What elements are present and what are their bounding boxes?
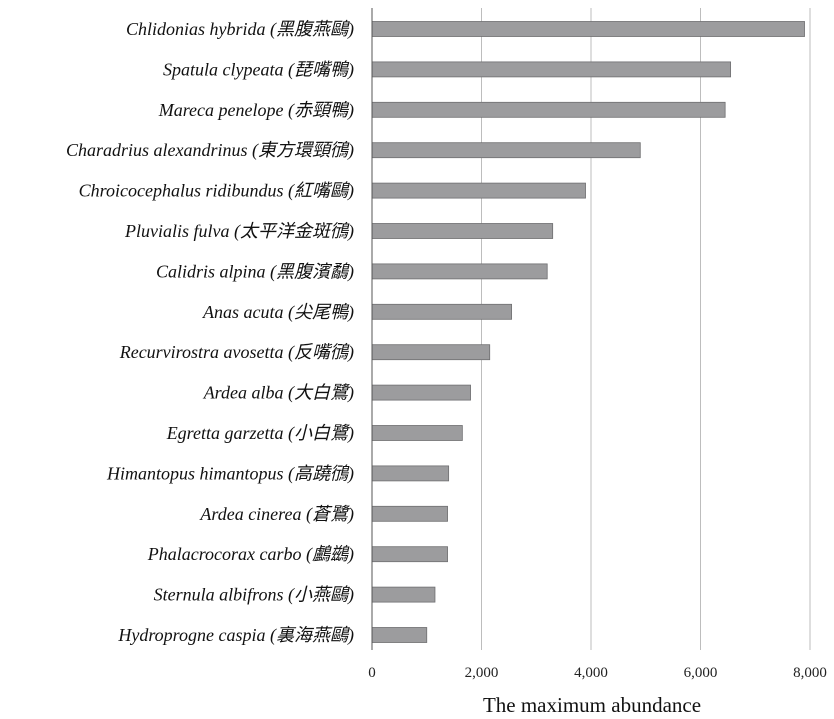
category-label: Spatula clypeata (琵嘴鴨) xyxy=(163,59,354,80)
bar xyxy=(371,586,436,603)
bar xyxy=(371,21,805,37)
category-label: Pluvialis fulva (太平洋金斑鴴) xyxy=(124,221,354,242)
bar xyxy=(371,465,450,482)
bar xyxy=(371,101,726,118)
bar xyxy=(371,505,448,522)
bar xyxy=(371,384,471,401)
x-tick-label: 4,000 xyxy=(574,665,608,681)
category-label: Chlidonias hybrida (黑腹燕鷗) xyxy=(126,19,354,40)
category-label: Recurvirostra avosetta (反嘴鴴) xyxy=(119,342,354,363)
category-label: Calidris alpina (黑腹濱鷸) xyxy=(156,261,354,282)
category-label: Egretta garzetta (小白鷺) xyxy=(166,423,354,444)
category-label: Himantopus himantopus (高蹺鴴) xyxy=(106,463,354,484)
bar xyxy=(371,223,554,239)
bar xyxy=(371,61,732,78)
bar xyxy=(371,425,463,441)
category-label: Anas acuta (尖尾鴨) xyxy=(202,302,354,323)
x-tick-labels: 0 2,000 4,000 6,000 8,000 xyxy=(368,665,827,681)
category-label: Phalacrocorax carbo (鸕鷀) xyxy=(147,544,354,565)
x-tick-label: 2,000 xyxy=(465,665,499,681)
category-label: Mareca penelope (赤頸鴨) xyxy=(158,100,354,121)
bar xyxy=(371,303,513,320)
bar xyxy=(371,344,491,361)
x-tick-label: 0 xyxy=(368,665,376,681)
category-label: Hydroprogne caspia (裏海燕鷗) xyxy=(117,625,354,646)
category-label: Charadrius alexandrinus (東方環頸鴴) xyxy=(66,140,354,161)
category-label: Ardea alba (大白鷺) xyxy=(203,383,354,404)
category-label: Chroicocephalus ridibundus (紅嘴鷗) xyxy=(79,181,354,202)
bar xyxy=(371,182,586,199)
category-label: Ardea cinerea (蒼鷺) xyxy=(199,504,354,525)
bar xyxy=(371,627,428,643)
bar xyxy=(371,546,448,563)
x-tick-label: 6,000 xyxy=(684,665,718,681)
bar xyxy=(371,142,641,159)
category-label: Sternula albifrons (小燕鷗) xyxy=(154,585,354,606)
bar xyxy=(371,263,548,280)
x-tick-label: 8,000 xyxy=(793,665,827,681)
bars xyxy=(371,21,805,643)
x-axis-title: The maximum abundance xyxy=(483,693,701,717)
category-labels: Chlidonias hybrida (黑腹燕鷗) Spatula clypeat… xyxy=(66,19,354,646)
